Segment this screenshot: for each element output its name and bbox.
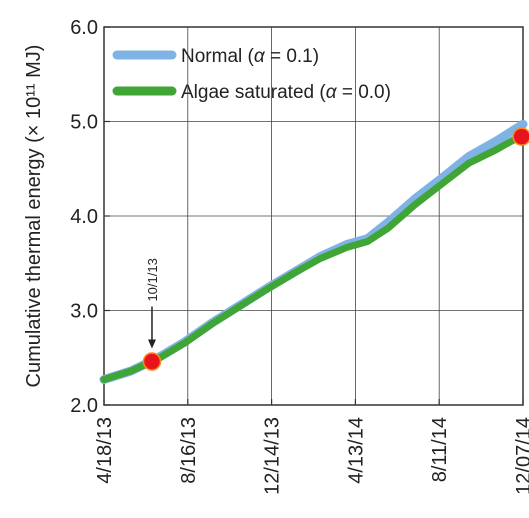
y-tick-label: 2.0 (70, 395, 98, 417)
x-tick-label: 4/13/14 (345, 417, 367, 484)
y-axis-ticks: 2.0 3.0 4.0 5.0 6.0 (70, 17, 110, 417)
x-tick-label: 8/11/14 (429, 417, 451, 482)
x-tick-label: 12/07/14 (513, 417, 529, 495)
annotation-arrowhead (147, 339, 156, 349)
highlight-point (142, 352, 162, 371)
x-tick-label: 12/14/13 (262, 417, 284, 495)
y-tick-label: 3.0 (70, 301, 98, 323)
annotation: 10/1/13 (145, 258, 160, 349)
grid (104, 27, 523, 405)
annotation-label: 10/1/13 (145, 258, 160, 301)
legend-label-normal: Normal (α = 0.1) (181, 46, 319, 67)
y-axis-title: Cumulative thermal energy (× 10¹¹ MJ) (23, 45, 45, 388)
y-tick-label: 6.0 (70, 17, 98, 39)
y-tick-label: 4.0 (70, 206, 98, 228)
legend: Normal (α = 0.1) Algae saturated (α = 0.… (112, 46, 391, 103)
legend-label-algae: Algae saturated (α = 0.0) (181, 82, 391, 103)
x-tick-label: 8/16/13 (178, 417, 200, 484)
series-line-algae-saturated (100, 131, 527, 383)
y-tick-label: 5.0 (70, 112, 98, 134)
x-tick-label: 4/18/13 (94, 417, 116, 484)
highlight-points (142, 127, 529, 371)
series-layer (99, 119, 528, 384)
x-axis-ticks: 4/18/13 8/16/13 12/14/13 4/13/14 8/11/14 12/0… (94, 399, 529, 495)
highlight-point (512, 127, 529, 146)
